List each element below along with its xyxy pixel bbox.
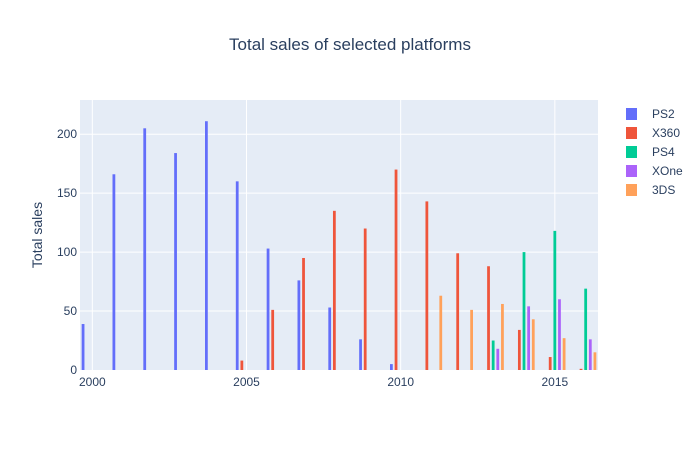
bar-ps2-2000[interactable] — [81, 324, 85, 370]
bar-x360-2014[interactable] — [517, 329, 521, 370]
bar-x360-2008[interactable] — [332, 210, 336, 370]
bar-x360-2012[interactable] — [456, 253, 460, 370]
y-axis-ticks: 0 50 100 150 200 — [57, 127, 77, 377]
y-tick-label: 100 — [57, 245, 77, 259]
bar-ps2-2001[interactable] — [112, 174, 116, 370]
bar-x360-2005[interactable] — [240, 360, 244, 370]
legend-item-x360[interactable]: X360 — [626, 126, 680, 140]
bar-ps4-2014[interactable] — [522, 252, 526, 370]
legend-item-3ds[interactable]: 3DS — [626, 183, 675, 197]
bar-ps2-2003[interactable] — [174, 153, 177, 370]
x-tick-label: 2005 — [233, 375, 260, 389]
grid-lines — [80, 100, 598, 370]
bar-3ds-2011[interactable] — [439, 295, 443, 370]
bar-x360-2009[interactable] — [363, 228, 367, 370]
bar-ps2-2010[interactable] — [390, 364, 393, 370]
legend-swatch — [626, 108, 637, 120]
legend[interactable]: PS2 X360 PS4 XOne 3DS — [626, 107, 683, 197]
x-tick-label: 2000 — [79, 375, 106, 389]
legend-item-xone[interactable]: XOne — [626, 164, 683, 178]
bar-ps2-2004[interactable] — [205, 121, 208, 370]
legend-label: 3DS — [652, 183, 675, 197]
y-tick-label: 0 — [70, 363, 77, 377]
bar-ps2-2007[interactable] — [297, 280, 301, 370]
legend-label: X360 — [652, 126, 680, 140]
legend-swatch — [626, 165, 637, 177]
y-tick-label: 150 — [57, 186, 77, 200]
bar-3ds-2015[interactable] — [562, 338, 566, 370]
bar-x360-2013[interactable] — [487, 266, 490, 370]
y-tick-label: 50 — [64, 304, 78, 318]
bar-x360-2007[interactable] — [302, 257, 305, 370]
legend-item-ps4[interactable]: PS4 — [626, 145, 675, 159]
bar-3ds-2013[interactable] — [501, 303, 504, 370]
bar-xone-2016[interactable] — [588, 339, 592, 370]
x-axis-ticks: 2000 2005 2010 2015 — [79, 375, 569, 389]
bar-x360-2011[interactable] — [425, 201, 429, 370]
y-tick-label: 200 — [57, 127, 77, 141]
legend-label: PS4 — [652, 145, 675, 159]
y-axis-title: Total sales — [29, 202, 45, 268]
bar-ps2-2009[interactable] — [359, 339, 362, 370]
chart-title: Total sales of selected platforms — [229, 35, 471, 54]
legend-label: PS2 — [652, 107, 675, 121]
bar-xone-2015[interactable] — [558, 299, 561, 370]
bar-3ds-2016[interactable] — [593, 352, 597, 370]
bar-ps4-2016[interactable] — [584, 288, 588, 370]
bar-xone-2013[interactable] — [496, 348, 500, 370]
bar-3ds-2014[interactable] — [531, 319, 535, 370]
bar-xone-2014[interactable] — [527, 306, 531, 370]
legend-label: XOne — [652, 164, 683, 178]
bar-ps4-2013[interactable] — [491, 340, 495, 370]
bar-ps2-2005[interactable] — [235, 181, 239, 370]
legend-swatch — [626, 184, 637, 196]
x-tick-label: 2010 — [387, 375, 414, 389]
bars — [81, 121, 597, 370]
legend-swatch — [626, 127, 637, 139]
bar-x360-2006[interactable] — [271, 309, 275, 370]
plot-area — [80, 100, 598, 370]
bar-ps2-2006[interactable] — [266, 248, 270, 370]
bar-ps4-2015[interactable] — [553, 230, 557, 370]
bar-x360-2016[interactable] — [579, 368, 583, 370]
bar-x360-2010[interactable] — [394, 169, 398, 370]
legend-item-ps2[interactable]: PS2 — [626, 107, 675, 121]
bar-ps2-2008[interactable] — [328, 307, 332, 370]
bar-x360-2015[interactable] — [548, 357, 552, 370]
x-tick-label: 2015 — [541, 375, 568, 389]
bar-3ds-2012[interactable] — [470, 309, 473, 370]
bar-ps2-2002[interactable] — [143, 128, 147, 370]
legend-swatch — [626, 146, 637, 158]
